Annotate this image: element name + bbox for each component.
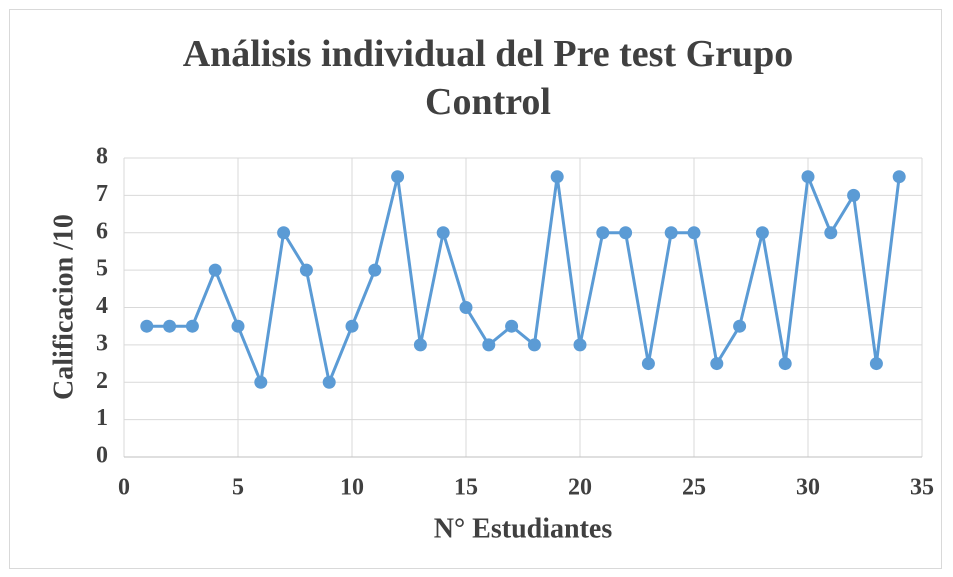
marker bbox=[459, 301, 473, 314]
marker bbox=[596, 226, 610, 240]
y-tick-label: 8 bbox=[96, 144, 108, 170]
marker bbox=[231, 319, 245, 333]
marker bbox=[619, 226, 633, 240]
marker bbox=[824, 226, 838, 240]
x-tick-label: 25 bbox=[682, 475, 706, 501]
marker bbox=[482, 338, 496, 352]
chart-border bbox=[9, 9, 942, 569]
marker bbox=[413, 338, 427, 352]
marker bbox=[755, 226, 769, 240]
marker bbox=[140, 319, 154, 333]
marker bbox=[527, 338, 541, 352]
marker bbox=[847, 188, 861, 202]
chart-title: Análisis individual del Pre test Grupo C… bbox=[182, 33, 794, 123]
x-tick-label: 10 bbox=[340, 475, 364, 501]
y-tick-label: 1 bbox=[96, 405, 108, 431]
y-tick-label: 2 bbox=[96, 368, 108, 394]
marker bbox=[436, 226, 450, 240]
marker bbox=[299, 263, 313, 277]
marker bbox=[892, 170, 906, 184]
x-tick-label: 20 bbox=[568, 475, 592, 501]
marker bbox=[277, 226, 291, 240]
x-tick-label: 30 bbox=[796, 475, 820, 501]
y-tick-label: 6 bbox=[96, 218, 108, 244]
marker bbox=[801, 170, 815, 184]
marker bbox=[391, 170, 405, 184]
marker bbox=[208, 263, 222, 277]
marker bbox=[687, 226, 701, 240]
y-tick-label: 5 bbox=[96, 256, 108, 282]
x-tick-label: 15 bbox=[454, 475, 478, 501]
marker bbox=[664, 226, 678, 240]
marker bbox=[778, 357, 792, 371]
marker bbox=[368, 263, 382, 277]
x-axis-title: N° Estudiantes bbox=[434, 513, 613, 544]
y-tick-label: 3 bbox=[96, 330, 108, 356]
marker bbox=[550, 170, 564, 184]
marker bbox=[505, 319, 519, 333]
marker bbox=[733, 319, 747, 333]
y-tick-label: 0 bbox=[96, 443, 108, 469]
x-tick-label: 35 bbox=[910, 475, 934, 501]
marker bbox=[254, 375, 268, 389]
y-tick-label: 4 bbox=[96, 293, 108, 319]
marker bbox=[345, 319, 359, 333]
marker bbox=[641, 357, 655, 371]
marker bbox=[163, 319, 177, 333]
x-tick-label: 5 bbox=[232, 475, 244, 501]
x-tick-label: 0 bbox=[118, 475, 130, 501]
marker bbox=[869, 357, 883, 371]
marker bbox=[573, 338, 587, 352]
marker bbox=[710, 357, 724, 371]
y-tick-label: 7 bbox=[96, 181, 108, 207]
line bbox=[146, 170, 901, 388]
marker bbox=[322, 375, 336, 389]
marker bbox=[185, 319, 199, 333]
y-axis-title: Calificacion /10 bbox=[48, 214, 79, 400]
